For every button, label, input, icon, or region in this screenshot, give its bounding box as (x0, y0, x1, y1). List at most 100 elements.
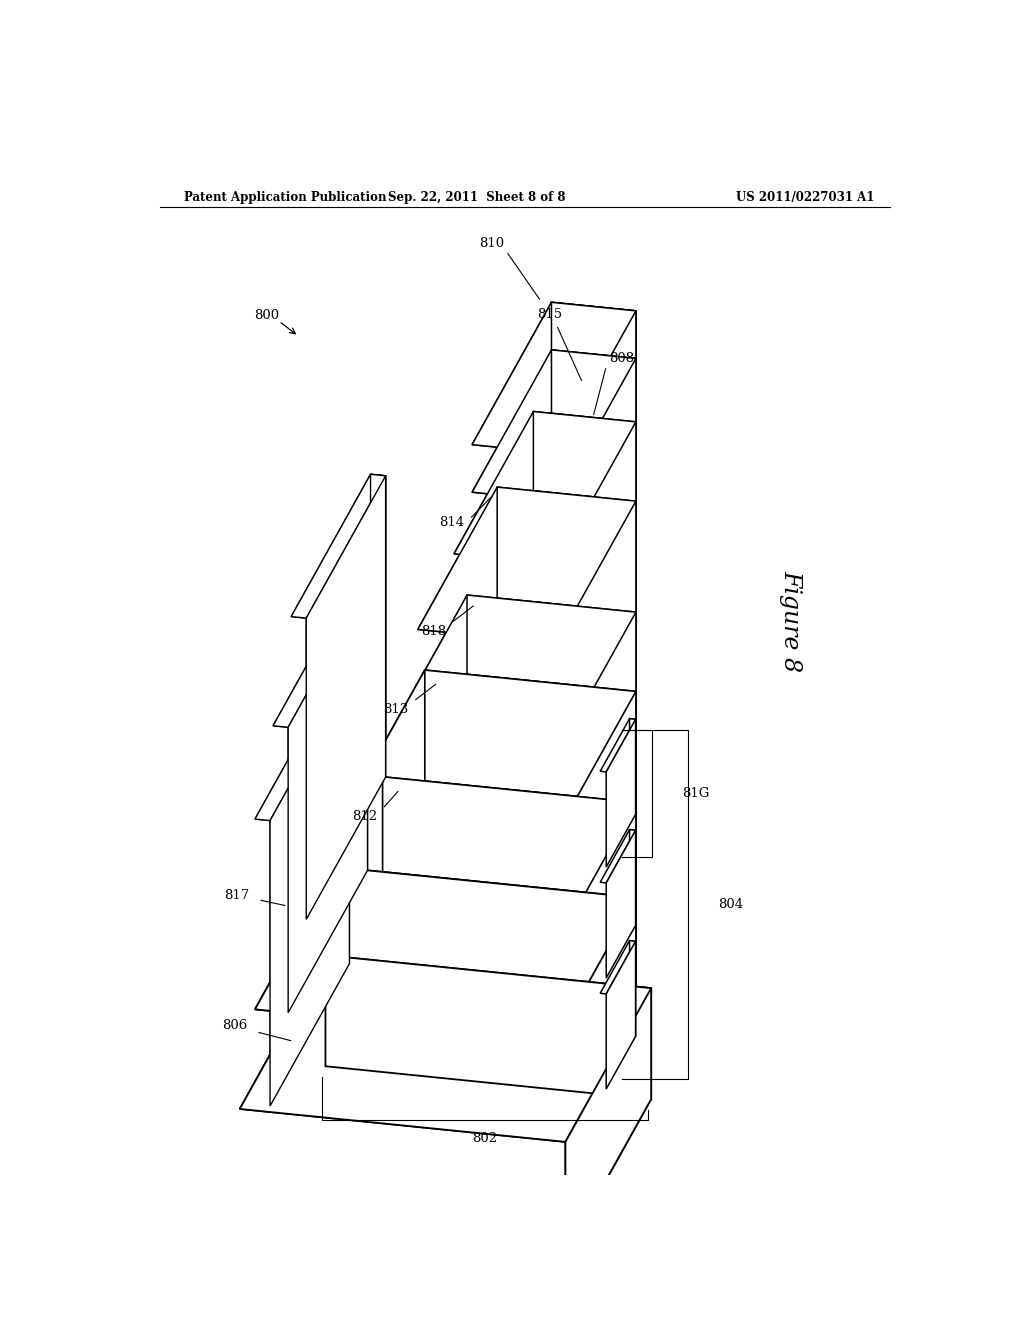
Polygon shape (606, 941, 636, 1089)
Polygon shape (273, 583, 368, 727)
Polygon shape (270, 678, 349, 1106)
Polygon shape (600, 718, 636, 772)
Polygon shape (255, 867, 636, 1040)
Text: 818: 818 (421, 624, 446, 638)
Polygon shape (371, 474, 386, 777)
Polygon shape (600, 941, 636, 994)
Polygon shape (630, 718, 636, 814)
Polygon shape (600, 830, 636, 883)
Polygon shape (606, 830, 636, 978)
Polygon shape (334, 867, 636, 993)
Polygon shape (630, 941, 636, 1036)
Polygon shape (345, 671, 636, 834)
Polygon shape (472, 350, 636, 500)
Polygon shape (288, 585, 368, 1012)
Polygon shape (326, 956, 651, 1100)
Polygon shape (557, 612, 636, 834)
Polygon shape (371, 474, 386, 777)
Text: 817: 817 (224, 888, 250, 902)
Polygon shape (352, 583, 368, 870)
Polygon shape (467, 595, 636, 692)
Polygon shape (534, 412, 636, 502)
Polygon shape (557, 312, 636, 500)
Polygon shape (326, 956, 651, 1100)
Polygon shape (498, 487, 636, 612)
Polygon shape (467, 595, 636, 692)
Polygon shape (557, 502, 636, 755)
Text: 808: 808 (609, 352, 634, 366)
Polygon shape (306, 475, 386, 919)
Polygon shape (552, 302, 636, 359)
Polygon shape (472, 350, 636, 500)
Polygon shape (606, 941, 636, 1089)
Polygon shape (606, 719, 636, 867)
Text: 814: 814 (439, 516, 464, 529)
Polygon shape (534, 412, 636, 502)
Polygon shape (600, 718, 636, 772)
Polygon shape (557, 803, 636, 1040)
Polygon shape (454, 412, 636, 564)
Polygon shape (600, 830, 636, 883)
Text: 815: 815 (538, 308, 562, 321)
Polygon shape (255, 677, 349, 821)
Polygon shape (291, 474, 386, 618)
Polygon shape (557, 502, 636, 755)
Polygon shape (352, 583, 368, 870)
Polygon shape (557, 422, 636, 643)
Text: 810: 810 (479, 236, 505, 249)
Polygon shape (630, 830, 636, 925)
Polygon shape (557, 898, 636, 1135)
Polygon shape (388, 595, 636, 755)
Polygon shape (552, 350, 636, 422)
Polygon shape (630, 941, 636, 1036)
Polygon shape (565, 989, 651, 1253)
Polygon shape (557, 312, 636, 500)
Polygon shape (291, 474, 386, 618)
Polygon shape (557, 692, 636, 945)
Polygon shape (630, 830, 636, 925)
Polygon shape (606, 719, 636, 867)
Text: US 2011/0227031 A1: US 2011/0227031 A1 (735, 191, 873, 203)
Text: Figure 8: Figure 8 (779, 570, 802, 672)
Polygon shape (557, 612, 636, 834)
Text: Sep. 22, 2011  Sheet 8 of 8: Sep. 22, 2011 Sheet 8 of 8 (388, 191, 566, 203)
Polygon shape (557, 898, 636, 1135)
Text: 813: 813 (383, 704, 409, 717)
Polygon shape (240, 956, 651, 1142)
Text: 800: 800 (254, 309, 280, 322)
Polygon shape (255, 677, 349, 821)
Text: 81G: 81G (682, 787, 710, 800)
Polygon shape (303, 776, 636, 945)
Polygon shape (557, 692, 636, 945)
Polygon shape (425, 671, 636, 803)
Polygon shape (334, 867, 636, 993)
Polygon shape (552, 302, 636, 359)
Polygon shape (303, 776, 636, 945)
Polygon shape (288, 585, 368, 1012)
Polygon shape (383, 776, 636, 898)
Text: 802: 802 (472, 1133, 498, 1144)
Polygon shape (334, 677, 349, 964)
Polygon shape (383, 776, 636, 898)
Text: 806: 806 (222, 1019, 248, 1032)
Polygon shape (334, 677, 349, 964)
Polygon shape (565, 989, 651, 1253)
Polygon shape (418, 487, 636, 643)
Polygon shape (425, 671, 636, 803)
Polygon shape (606, 830, 636, 978)
Polygon shape (600, 941, 636, 994)
Text: Patent Application Publication: Patent Application Publication (183, 191, 386, 203)
Polygon shape (240, 956, 651, 1142)
Polygon shape (472, 302, 636, 453)
Polygon shape (630, 718, 636, 814)
Polygon shape (345, 671, 636, 834)
Polygon shape (454, 412, 636, 564)
Text: 804: 804 (718, 899, 743, 911)
Text: 812: 812 (352, 810, 377, 824)
Polygon shape (557, 803, 636, 1040)
Polygon shape (498, 487, 636, 612)
Polygon shape (388, 595, 636, 755)
Polygon shape (557, 359, 636, 564)
Polygon shape (418, 487, 636, 643)
Polygon shape (552, 350, 636, 422)
